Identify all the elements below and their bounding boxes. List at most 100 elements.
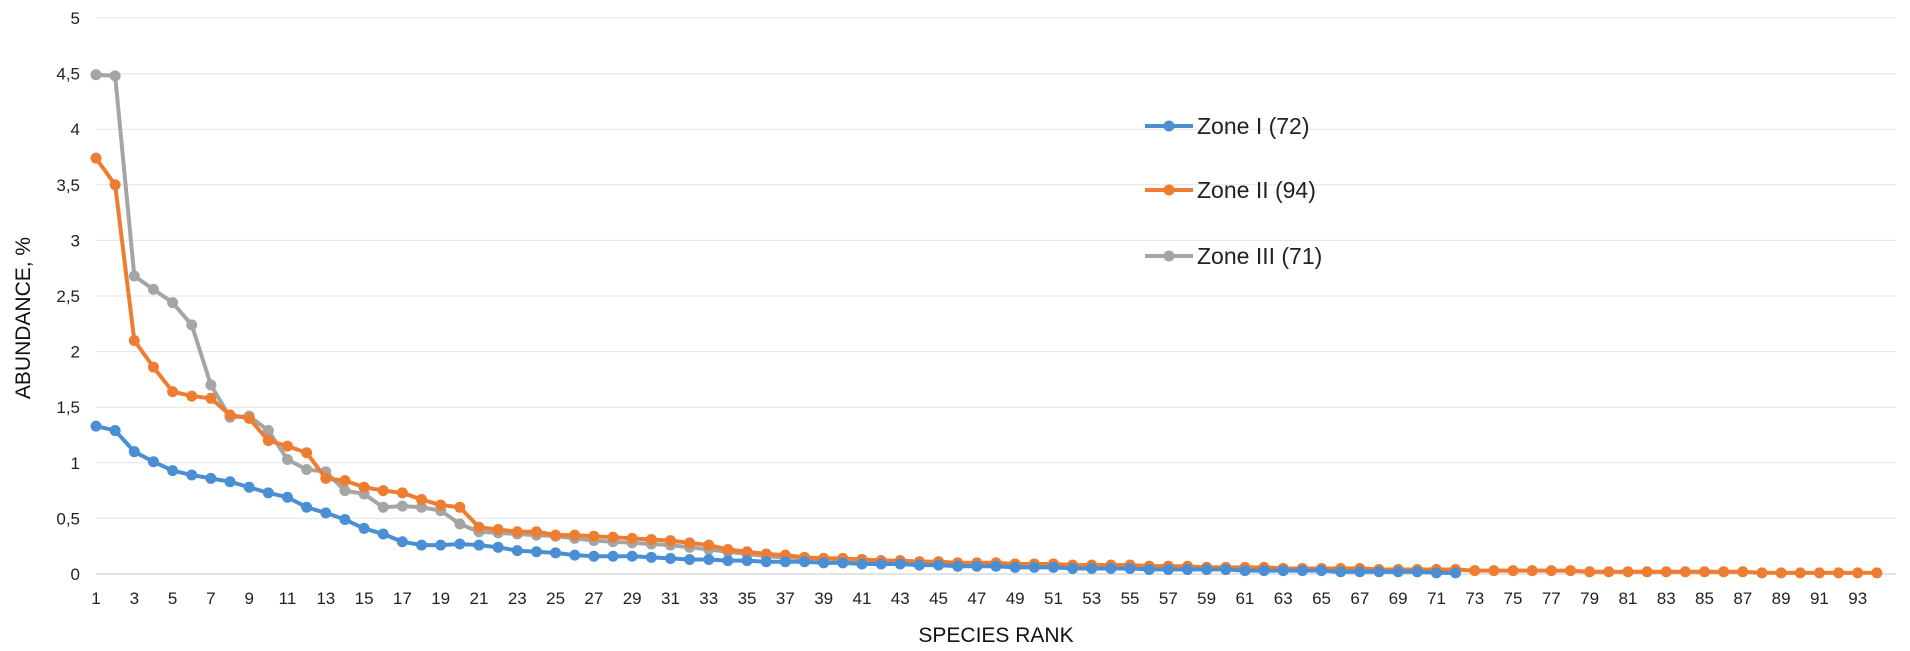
data-point [779,556,791,568]
y-axis-title: ABUNDANCE, % [12,237,35,399]
data-point [492,541,504,553]
data-point [607,550,619,562]
data-point [473,521,485,533]
x-tick-label: 31 [661,589,680,608]
y-tick-label: 2 [71,343,80,362]
data-point [109,70,121,82]
x-tick-label: 17 [393,589,412,608]
x-tick-label: 41 [852,589,871,608]
data-point [1641,566,1653,578]
data-point [90,69,102,81]
data-point [454,501,466,513]
legend-item: Zone II (94) [1145,177,1316,203]
data-point [109,179,121,191]
data-point [1143,564,1155,576]
data-point [1354,566,1366,578]
x-tick-label: 59 [1197,589,1216,608]
data-point [224,409,236,421]
data-point [128,270,140,282]
gridlines [96,17,1896,575]
data-point [664,552,676,564]
x-tick-label: 7 [206,589,215,608]
x-tick-label: 63 [1274,589,1293,608]
x-tick-label: 3 [130,589,139,608]
data-point [856,558,868,570]
x-tick-label: 11 [279,589,297,608]
data-point [1373,566,1385,578]
y-tick-label: 2,5 [56,287,80,306]
x-tick-label: 85 [1695,589,1714,608]
x-tick-label: 75 [1504,589,1523,608]
data-point [416,493,428,505]
x-tick-label: 29 [623,589,642,608]
data-point [684,537,696,549]
data-point [760,548,772,560]
data-point [1086,562,1098,574]
data-point [1162,564,1174,576]
y-tick-label: 1,5 [56,398,80,417]
data-point [167,465,179,477]
data-point [454,518,466,530]
data-point [167,386,179,398]
x-tick-label: 51 [1044,589,1063,608]
data-point [530,546,542,558]
data-point [1105,562,1117,574]
data-point [396,487,408,499]
data-point [1239,565,1251,577]
data-point [1220,564,1232,576]
data-point [167,297,179,309]
data-point [741,546,753,558]
data-point [1469,565,1481,577]
series-group [90,152,1883,579]
y-tick-label: 0,5 [56,509,80,528]
data-point [1564,565,1576,577]
data-point [301,463,313,475]
data-point [262,487,274,499]
data-point [339,514,351,526]
x-tick-label: 19 [431,589,450,608]
data-point [147,361,159,373]
data-point [1737,566,1749,578]
data-point [1756,567,1768,579]
data-point [377,501,389,513]
data-point [128,334,140,346]
x-tick-label: 5 [168,589,177,608]
x-tick-label: 65 [1312,589,1331,608]
y-tick-label: 4,5 [56,65,80,84]
series-line [95,424,1456,575]
data-point [358,522,370,534]
data-point [1411,566,1423,578]
data-point [1201,564,1213,576]
data-point [1258,565,1270,577]
x-tick-label: 93 [1848,589,1867,608]
x-tick-label: 23 [508,589,527,608]
data-point [492,524,504,536]
data-point [588,550,600,562]
data-point [511,526,523,538]
data-point [435,539,447,551]
data-point [1545,565,1557,577]
data-point [875,558,887,570]
data-point [684,554,696,566]
x-tick-label: 81 [1618,589,1637,608]
data-point [1392,566,1404,578]
data-point [1603,566,1615,578]
data-point [396,500,408,512]
x-tick-label: 79 [1580,589,1599,608]
series-line [94,156,1877,575]
data-point [1775,567,1787,579]
data-point [1067,562,1079,574]
data-point [741,555,753,567]
legend-marker [1163,184,1175,196]
data-point [128,446,140,458]
y-tick-label: 1 [71,454,80,473]
legend-marker [1163,250,1175,262]
y-tick-label: 5 [71,9,80,28]
data-point [377,485,389,497]
x-tick-label: 13 [316,589,335,608]
data-point [186,469,198,481]
data-point [607,531,619,543]
data-point [530,526,542,538]
data-point [1679,566,1691,578]
